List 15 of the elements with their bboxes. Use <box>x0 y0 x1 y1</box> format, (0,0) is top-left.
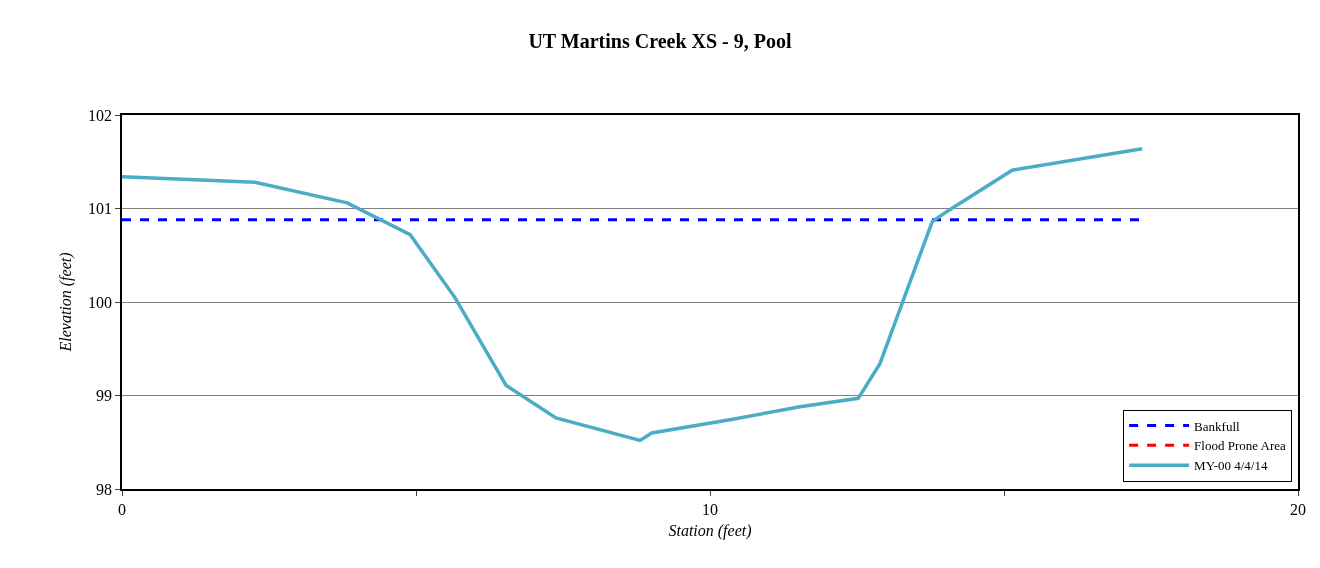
y-tick-label: 101 <box>88 200 113 218</box>
y-tick-label: 100 <box>88 293 113 311</box>
legend-label: MY-00 4/4/14 <box>1194 458 1268 474</box>
chart-title: UT Martins Creek XS - 9, Pool <box>528 30 793 53</box>
x-axis-title: Station (feet) <box>668 522 752 541</box>
legend-label: Flood Prone Area <box>1194 438 1287 454</box>
line-series <box>122 146 1144 443</box>
y-tick-label: 98 <box>96 480 113 498</box>
y-axis-title: Elevation (feet) <box>57 252 76 353</box>
y-tick-label: 102 <box>88 106 113 124</box>
legend-label: Bankfull <box>1194 418 1240 434</box>
x-tick-label: 0 <box>118 500 126 518</box>
y-tick-label: 99 <box>96 387 113 405</box>
x-tick-label: 20 <box>1290 500 1306 518</box>
x-tick-label: 10 <box>702 500 718 518</box>
